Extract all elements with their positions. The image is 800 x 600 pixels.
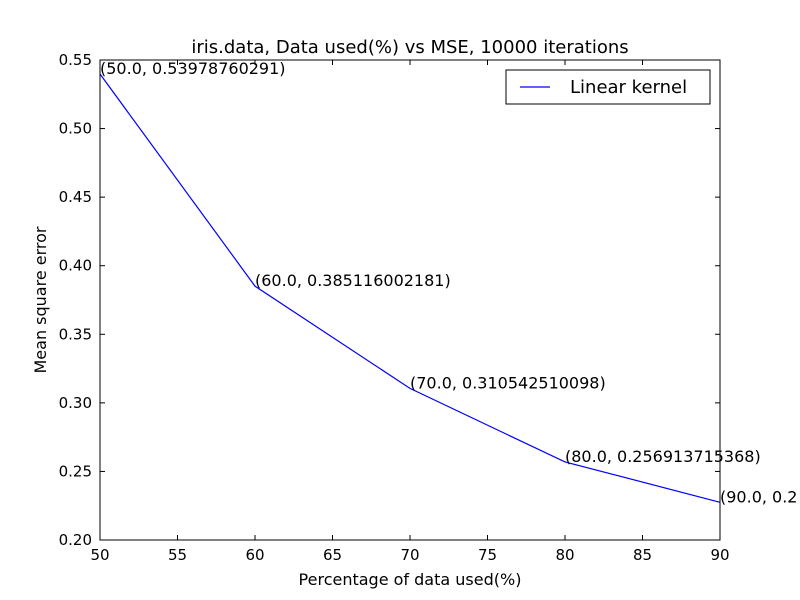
x-axis-label: Percentage of data used(%) xyxy=(299,570,522,589)
point-annotations: (50.0, 0.53978760291) (60.0, 0.3851160021… xyxy=(100,59,797,506)
x-tick-label: 80 xyxy=(555,546,574,564)
y-tick-label: 0.20 xyxy=(59,531,92,549)
legend: Linear kernel xyxy=(505,69,711,105)
data-point-annotation: (80.0, 0.256913715368) xyxy=(565,447,761,466)
y-tick-label: 0.30 xyxy=(59,394,92,412)
y-tick-label: 0.40 xyxy=(59,257,92,275)
x-tick-label: 60 xyxy=(245,546,264,564)
x-axis: 50 55 60 65 70 75 80 85 90 xyxy=(90,60,730,564)
chart-title: iris.data, Data used(%) vs MSE, 10000 it… xyxy=(191,37,628,58)
x-tick-label: 70 xyxy=(400,546,419,564)
x-tick-label: 55 xyxy=(168,546,187,564)
x-tick-label: 85 xyxy=(633,546,652,564)
y-axis-label: Mean square error xyxy=(31,226,50,373)
data-point-annotation: (60.0, 0.385116002181) xyxy=(255,271,451,290)
legend-label: Linear kernel xyxy=(570,77,687,98)
x-tick-label: 75 xyxy=(478,546,497,564)
x-tick-label: 65 xyxy=(323,546,342,564)
x-tick-label: 50 xyxy=(90,546,109,564)
y-tick-label: 0.55 xyxy=(59,51,92,69)
y-tick-label: 0.25 xyxy=(59,462,92,480)
y-tick-label: 0.45 xyxy=(59,188,92,206)
y-tick-label: 0.35 xyxy=(59,325,92,343)
y-tick-label: 0.50 xyxy=(59,120,92,138)
series-line-linear-kernel xyxy=(99,73,721,503)
data-point-annotation: (90.0, 0.2 xyxy=(720,487,797,506)
axes-frame xyxy=(99,59,721,541)
y-axis: 0.20 0.25 0.30 0.35 0.40 0.45 0.50 0.55 xyxy=(59,51,720,549)
data-point-annotation: (50.0, 0.53978760291) xyxy=(100,59,286,78)
x-tick-label: 90 xyxy=(710,546,729,564)
data-point-annotation: (70.0, 0.310542510098) xyxy=(410,373,606,392)
plot-area xyxy=(99,73,721,503)
